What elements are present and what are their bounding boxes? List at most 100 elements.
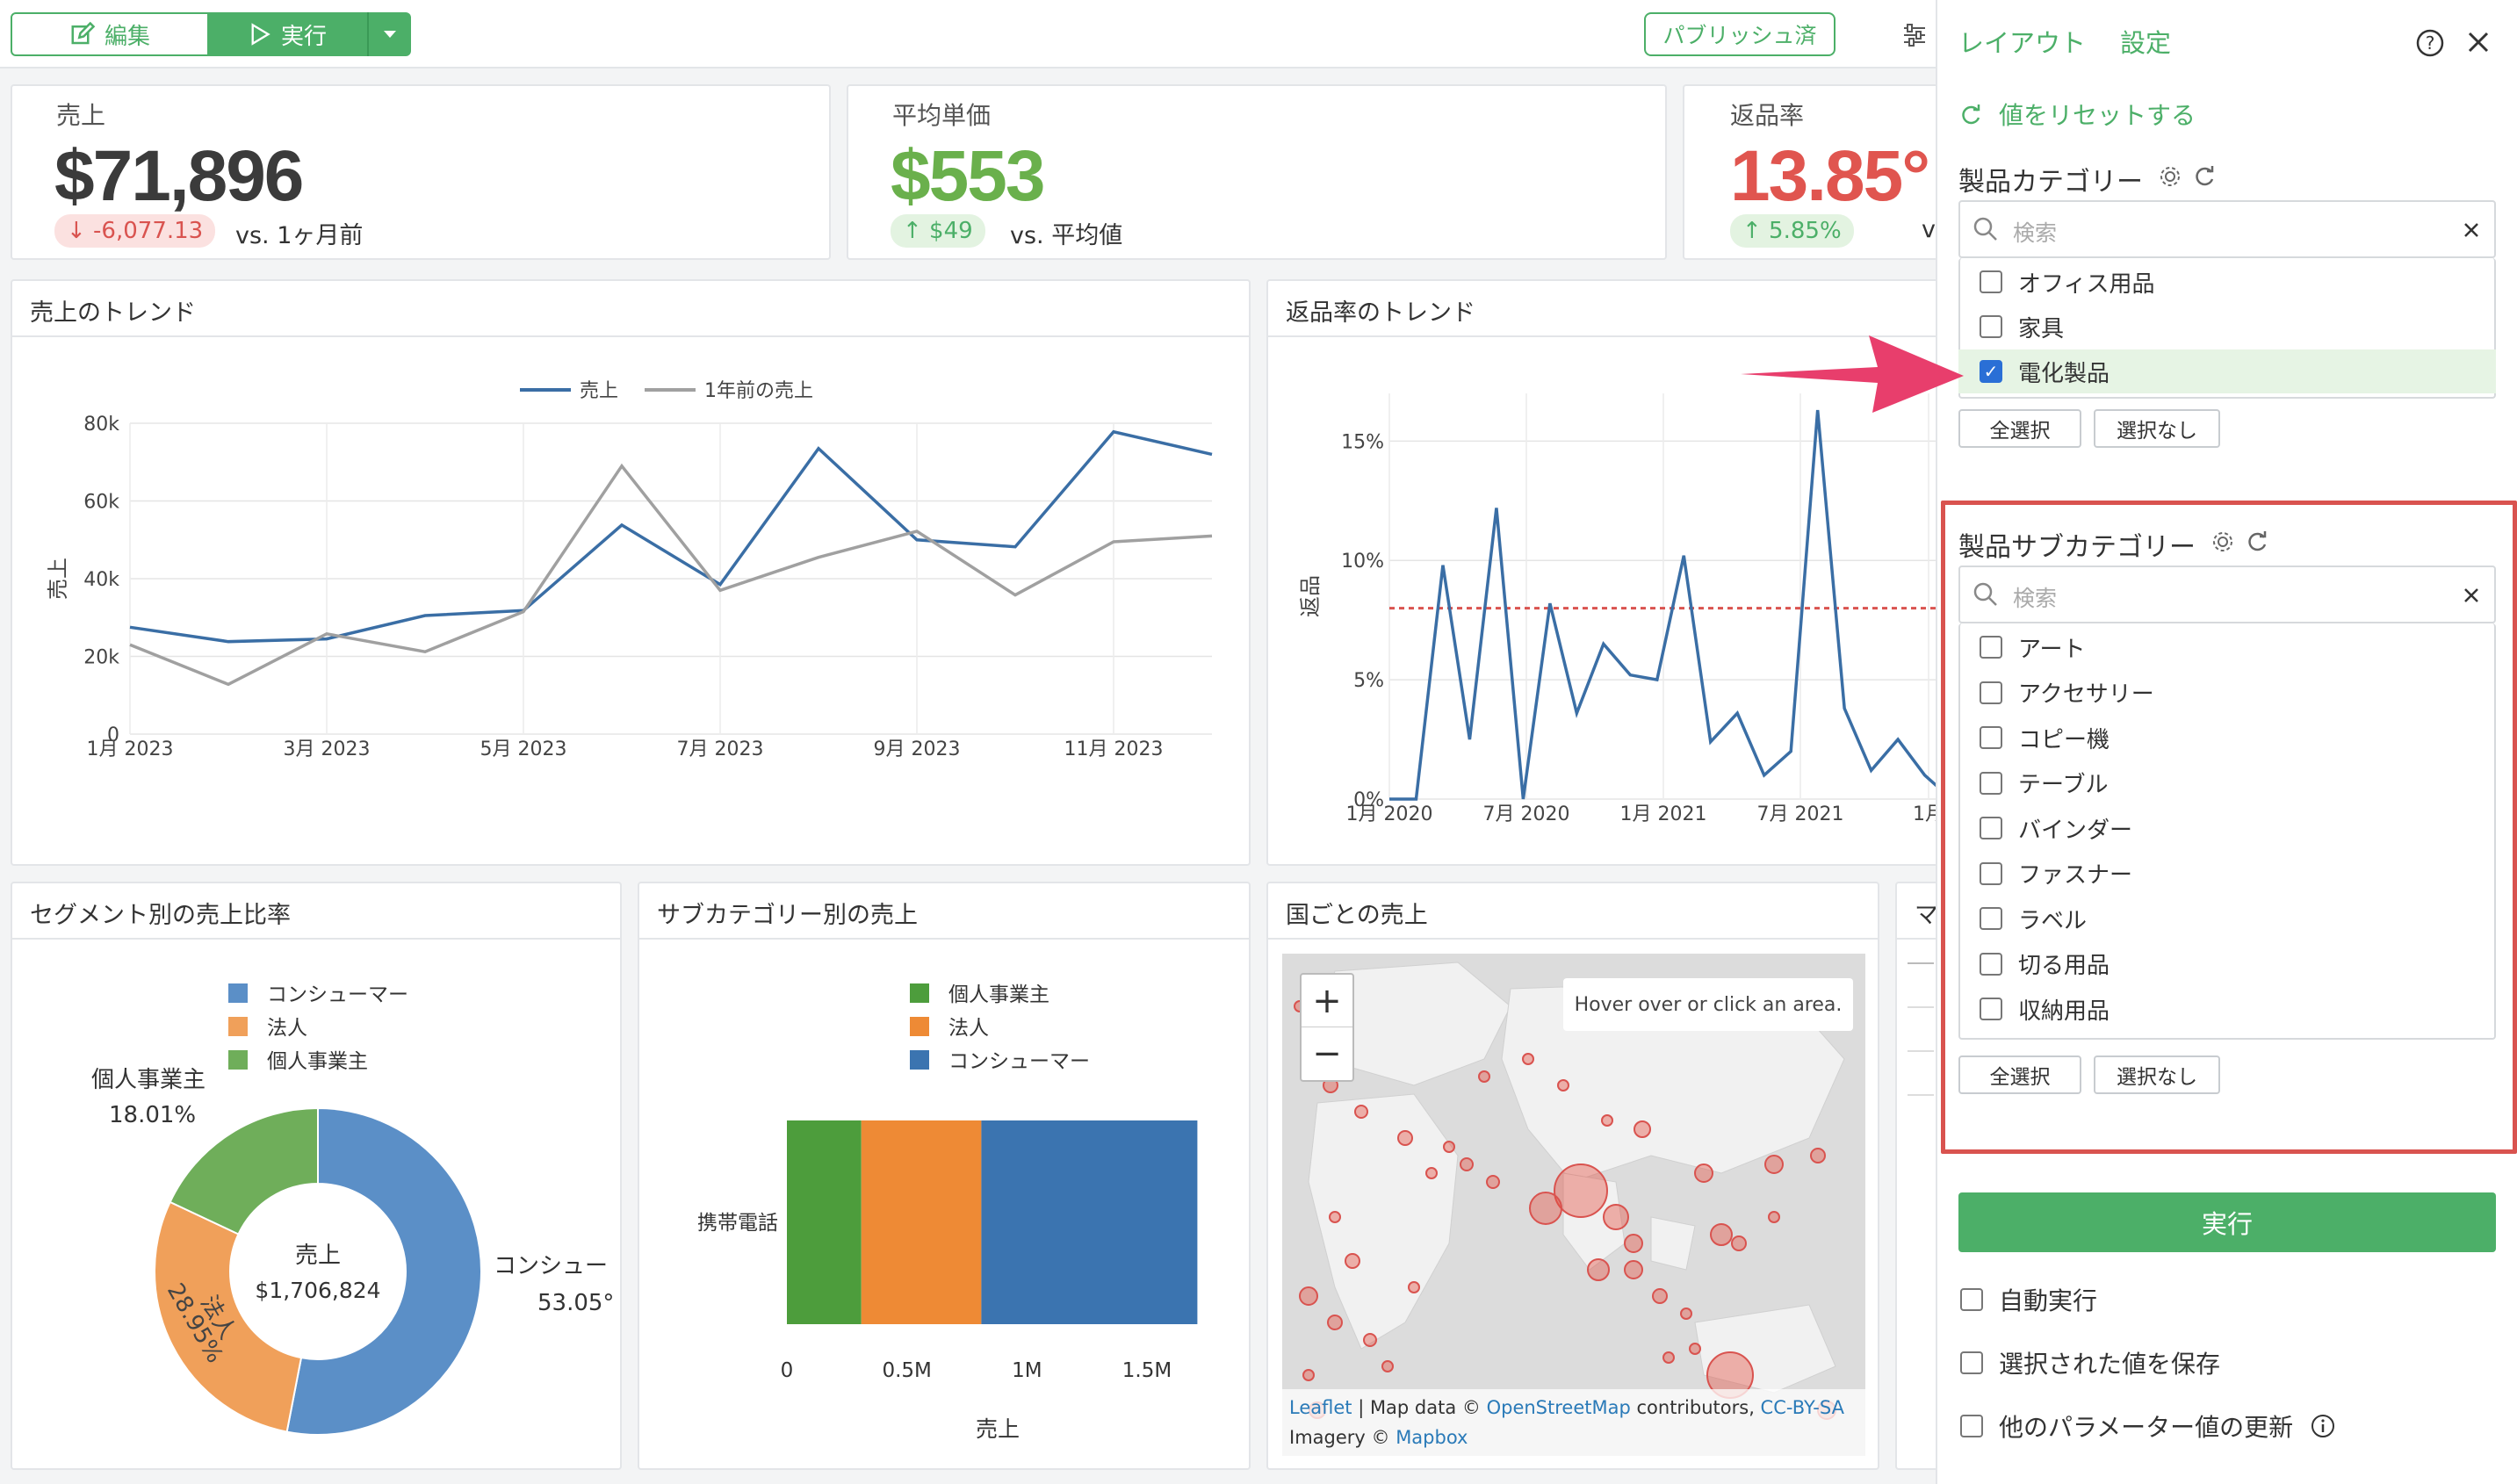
country-bubble [1329, 1211, 1341, 1223]
kpi-change-badge: ↓ -6,077.13 [54, 214, 216, 248]
checkbox-checked[interactable]: ✓ [1980, 360, 2002, 383]
item-label: コピー機 [2018, 726, 2110, 753]
subcategory-item[interactable]: 収納用品 [1958, 987, 2496, 1031]
clear-icon[interactable] [2463, 221, 2480, 239]
country-bubble [1302, 1369, 1315, 1381]
checkbox[interactable] [1980, 681, 2002, 704]
option-update-params[interactable]: 他のパラメーター値の更新 [1960, 1408, 2335, 1444]
country-bubble [1522, 1053, 1534, 1065]
country-bubble [1460, 1157, 1474, 1171]
x-tick-label: 1M [1012, 1359, 1042, 1382]
kpi-label: 売上 [56, 101, 106, 130]
checkbox[interactable] [1980, 726, 2002, 749]
subcategory-item[interactable]: バインダー [1958, 806, 2496, 850]
info-icon[interactable] [2311, 1414, 2335, 1438]
divider [1268, 938, 1878, 940]
select-all-button[interactable]: 全選択 [1958, 409, 2081, 448]
x-tick-label: 1月 2023 [87, 738, 174, 760]
land-shape [1308, 1093, 1459, 1350]
category-item-selected[interactable]: ✓ 電化製品 [1958, 349, 2496, 393]
tab-settings[interactable]: 設定 [2120, 28, 2172, 58]
series-line [129, 463, 1213, 687]
checkbox[interactable] [1980, 270, 2002, 293]
country-bubble [1689, 1343, 1701, 1355]
option-save-values[interactable]: 選択された値を保存 [1960, 1345, 2220, 1380]
kpi-compare: vs. 1ヶ月前 [235, 222, 364, 249]
option-auto-run[interactable]: 自動実行 [1960, 1282, 2097, 1317]
settings-sliders-icon[interactable] [1900, 21, 1929, 49]
leaflet-link[interactable]: Leaflet [1289, 1397, 1352, 1418]
subcategory-item[interactable]: アクセサリー [1958, 671, 2496, 715]
caret-down-icon [384, 31, 396, 38]
checkbox[interactable] [1980, 636, 2002, 659]
checkbox[interactable] [1960, 1288, 1983, 1311]
kpi-value: $553 [891, 136, 1045, 216]
subcategory-search-input[interactable]: 検索 [1958, 566, 2496, 623]
panel-run-button[interactable]: 実行 [1958, 1192, 2496, 1252]
checkbox[interactable] [1980, 771, 2002, 795]
osm-link[interactable]: OpenStreetMap [1486, 1397, 1631, 1418]
map-canvas[interactable] [1282, 954, 1865, 1456]
country-bubble [1327, 1315, 1343, 1330]
gear-icon[interactable] [2211, 530, 2234, 553]
refresh-icon[interactable] [2245, 529, 2269, 553]
subcategory-item[interactable]: 切る用品 [1958, 942, 2496, 986]
checkbox[interactable] [1980, 817, 2002, 839]
subcategory-item[interactable]: ラベル [1958, 897, 2496, 940]
close-icon[interactable] [2466, 30, 2491, 54]
tab-layout[interactable]: レイアウト [1958, 28, 2087, 58]
published-button[interactable]: パブリッシュ済 [1644, 12, 1835, 56]
select-all-button[interactable]: 全選択 [1958, 1055, 2081, 1094]
bar-segment [787, 1120, 862, 1324]
country-bubble [1557, 1079, 1569, 1091]
refresh-icon[interactable] [2192, 163, 2217, 188]
zoom-out-button[interactable]: − [1312, 1034, 1342, 1074]
subcategory-item[interactable]: テーブル [1958, 761, 2496, 805]
gear-icon[interactable] [2159, 165, 2182, 188]
run-button[interactable]: 実行 [209, 12, 367, 56]
kpi-change-badge: ↑ $49 [891, 214, 985, 248]
x-tick-label: 3月 2023 [284, 738, 371, 760]
cc-link[interactable]: CC-BY-SA [1760, 1397, 1844, 1418]
map-attribution: Leaflet | Map data © OpenStreetMap contr… [1282, 1389, 1865, 1456]
x-tick-label: 0 [781, 1359, 794, 1382]
category-item[interactable]: 家具 [1958, 305, 2496, 349]
legend-label: 1年前の売上 [704, 380, 813, 402]
country-bubble [1354, 1105, 1368, 1119]
country-bubble [1694, 1163, 1713, 1183]
help-icon[interactable]: ? [2415, 28, 2445, 58]
select-none-button[interactable]: 選択なし [2094, 1055, 2220, 1094]
checkbox[interactable] [1960, 1415, 1983, 1437]
bar-segment [861, 1120, 982, 1324]
category-item[interactable]: オフィス用品 [1958, 260, 2496, 304]
divider [12, 938, 620, 940]
reset-label: 値をリセットする [1999, 101, 2196, 130]
checkbox[interactable] [1980, 998, 2002, 1020]
subcategory-item[interactable]: アート [1958, 625, 2496, 669]
donut-center-value: $1,706,824 [255, 1278, 380, 1303]
checkbox[interactable] [1980, 952, 2002, 976]
clear-icon[interactable] [2463, 587, 2480, 604]
search-icon [1973, 217, 1997, 241]
subcategory-item[interactable]: ファスナー [1958, 852, 2496, 896]
subcategory-label: 製品サブカテゴリー [1958, 532, 2196, 563]
zoom-in-button[interactable]: + [1302, 975, 1352, 1027]
reset-values-button[interactable]: 値をリセットする [1958, 97, 2196, 132]
slice-label: コンシュー [494, 1253, 608, 1279]
parameter-panel: レイアウト 設定 ? 値をリセットする 製品カテゴリー 検索 オフィス用品 家具… [1936, 0, 2517, 1484]
checkbox[interactable] [1960, 1351, 1983, 1374]
item-label: アート [2018, 636, 2086, 663]
mapbox-link[interactable]: Mapbox [1396, 1427, 1468, 1448]
checkbox[interactable] [1980, 907, 2002, 930]
run-dropdown-button[interactable] [367, 12, 411, 56]
subcategory-item[interactable]: コピー機 [1958, 716, 2496, 760]
checkbox[interactable] [1980, 315, 2002, 338]
map-view[interactable]: + − Hover over or click an area. Leaflet… [1282, 954, 1865, 1456]
edit-button[interactable]: 編集 [11, 12, 209, 56]
select-none-button[interactable]: 選択なし [2094, 409, 2220, 448]
country-bubble [1486, 1175, 1500, 1189]
x-tick-label: 9月 2023 [874, 738, 961, 760]
checkbox[interactable] [1980, 861, 2002, 885]
edit-label: 編集 [104, 23, 150, 50]
category-search-input[interactable]: 検索 [1958, 200, 2496, 258]
